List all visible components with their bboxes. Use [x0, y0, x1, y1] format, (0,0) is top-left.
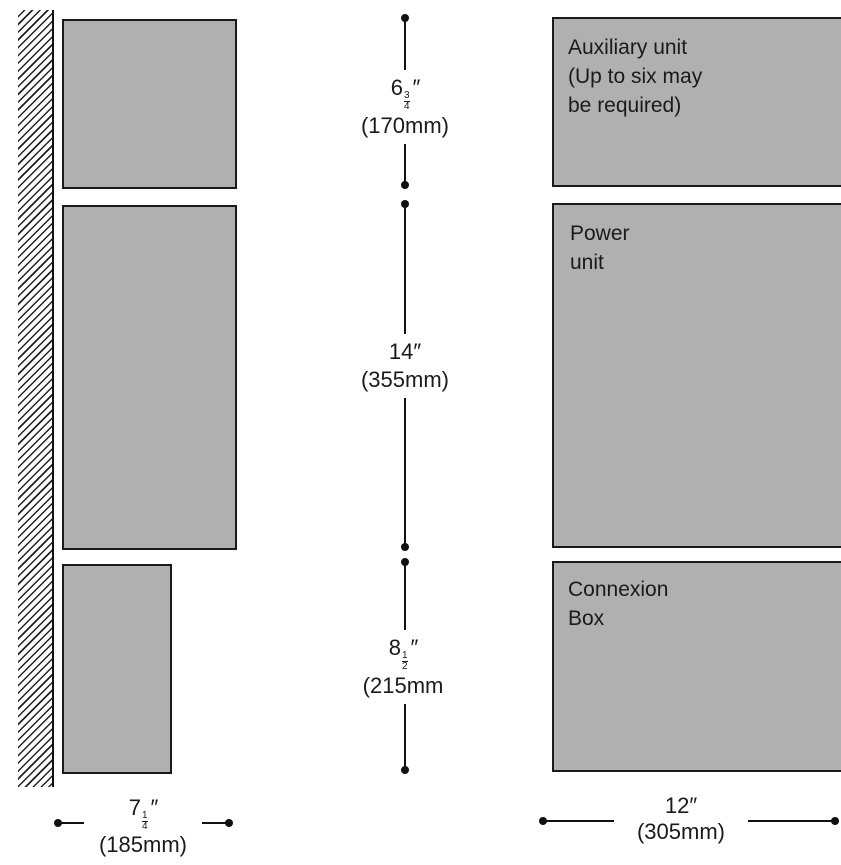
width-right-imperial: 12″ — [664, 793, 698, 818]
width-left-imperial: 7 1 4 ″ — [128, 795, 158, 832]
connexion-label-line1: Connexion — [568, 578, 669, 601]
left-box-bottom — [62, 564, 172, 774]
auxiliary-label-line3: be required) — [568, 94, 682, 117]
left-box-top — [62, 19, 237, 189]
connexion-box: Connexion Box — [552, 561, 841, 772]
auxiliary-label-line2: (Up to six may — [568, 65, 703, 88]
width-label-left: 7 1 4 ″ (185mm) — [84, 795, 202, 858]
left-box-middle — [62, 205, 237, 550]
dim-label-aux: 6 3 4 ″ (170mm) — [350, 70, 460, 144]
dim-connexion-imperial: 8 1 2 ″ — [388, 635, 418, 672]
power-label-line1: Power — [570, 222, 630, 245]
width-left-metric: (185mm) — [98, 832, 187, 857]
power-unit-box: Power unit — [552, 203, 841, 548]
width-dot-left-start — [54, 819, 62, 827]
auxiliary-unit-label: Auxiliary unit (Up to six may be require… — [568, 33, 702, 120]
dim-label-power: 14″ (355mm) — [345, 334, 465, 398]
dim-dot-power-bottom — [401, 543, 409, 551]
power-unit-label: Power unit — [570, 219, 630, 277]
dim-dot-aux-top — [401, 14, 409, 22]
auxiliary-unit-box: Auxiliary unit (Up to six may be require… — [552, 17, 841, 187]
width-right-metric: (305mm) — [636, 819, 725, 844]
width-dot-right-end — [831, 817, 839, 825]
dim-power-imperial: 14″ — [388, 339, 422, 364]
dim-label-connexion: 8 1 2 ″ (215mm — [345, 630, 461, 704]
dim-dot-aux-bottom — [401, 181, 409, 189]
dim-aux-metric: (170mm) — [360, 113, 449, 138]
dim-dot-power-top — [401, 200, 409, 208]
dim-dot-connexion-bottom — [401, 766, 409, 774]
width-dot-left-end — [225, 819, 233, 827]
dim-dot-connexion-top — [401, 558, 409, 566]
width-label-right: 12″ (305mm) — [614, 793, 748, 845]
wall-hatching — [18, 10, 54, 787]
connexion-box-label: Connexion Box — [568, 575, 668, 633]
width-dot-right-start — [539, 817, 547, 825]
power-label-line2: unit — [570, 251, 604, 274]
dim-power-metric: (355mm) — [360, 367, 449, 392]
dim-aux-imperial: 6 3 4 ″ — [390, 75, 420, 112]
dim-connexion-metric: (215mm — [362, 673, 444, 698]
auxiliary-label-line1: Auxiliary unit — [568, 36, 688, 59]
connexion-label-line2: Box — [568, 607, 605, 630]
